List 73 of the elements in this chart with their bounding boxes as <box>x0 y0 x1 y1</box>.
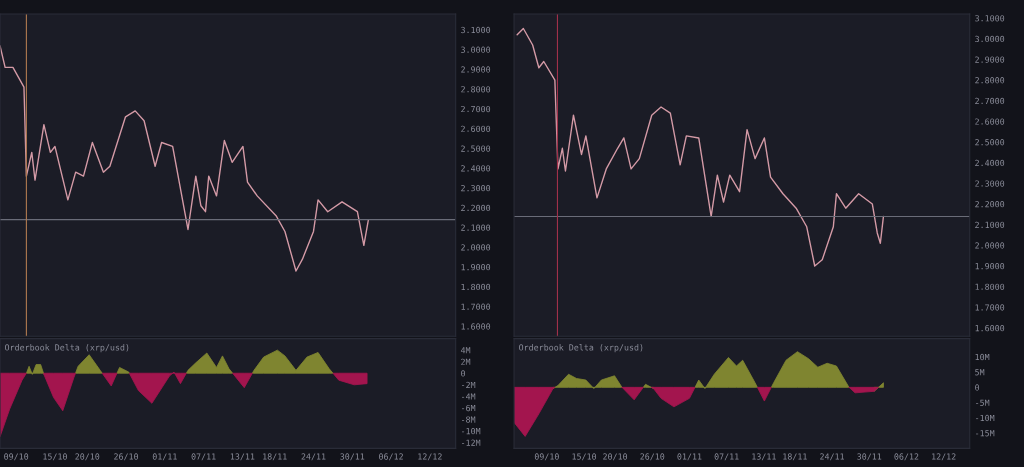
y-tick-label: 2.1000 <box>461 224 491 231</box>
y-tick-label: -10M <box>976 414 995 422</box>
y-tick-label: -5M <box>976 399 990 406</box>
y-tick-label: 2.9000 <box>975 56 1005 63</box>
text: Orderbook Delta (xrp/usd) <box>5 344 129 353</box>
y-tick-label: 0 <box>975 384 980 391</box>
y-tick-label: 2.6000 <box>975 118 1005 125</box>
y-tick-label: 2.4000 <box>975 159 1005 167</box>
x-tick-label: 12/12 <box>418 453 442 461</box>
y-tick-label: 2.0000 <box>461 244 491 251</box>
x-tick-label: 07/11 <box>191 453 216 461</box>
y-tick-label: 0 <box>461 370 466 377</box>
y-tick-label: 2.1000 <box>975 221 1005 229</box>
y-tick-label: 2.3000 <box>461 184 491 192</box>
y-tick-label: -2M <box>461 381 476 388</box>
y-tick-label: 2.3000 <box>975 180 1005 187</box>
x-tick-label: 07/11 <box>714 453 739 461</box>
y-tick-label: 2M <box>461 358 471 365</box>
y-tick-label: -12M <box>461 439 481 446</box>
y-tick-label: 2.5000 <box>461 145 491 152</box>
y-tick-label: 2.0000 <box>975 242 1005 249</box>
y-tick-label: 2.8000 <box>975 77 1005 84</box>
y-tick-label: 10M <box>975 353 990 361</box>
x-tick-label: 01/11 <box>152 453 177 461</box>
y-tick-label: 3.0000 <box>461 46 491 53</box>
y-tick-label: 2.8000 <box>461 86 491 93</box>
y-tick-label: 1.9000 <box>975 263 1005 270</box>
x-tick-label: 12/12 <box>932 453 956 461</box>
x-tick-label: 15/10 <box>572 453 597 461</box>
x-tick-label: 13/11 <box>230 453 255 461</box>
y-tick-label: -6M <box>461 404 476 412</box>
x-tick-label: 13/11 <box>752 453 776 461</box>
y-tick-label: 2.2000 <box>975 201 1005 208</box>
x-tick-label: 18/11 <box>263 453 287 461</box>
x-tick-label: 06/12 <box>379 453 403 461</box>
y-tick-label: -10M <box>461 428 481 435</box>
x-tick-label: 06/12 <box>894 453 919 461</box>
y-tick-label: 2.6000 <box>461 125 491 132</box>
y-tick-label: 1.6000 <box>975 324 1005 332</box>
x-tick-label: 26/10 <box>114 453 139 461</box>
y-tick-label: 1.6000 <box>461 323 491 330</box>
x-tick-label: 01/11 <box>677 453 702 461</box>
x-tick-label: 20/10 <box>75 453 100 461</box>
y-tick-label: 2.5000 <box>975 139 1005 146</box>
x-tick-label: 09/10 <box>534 453 559 461</box>
x-tick-label: 09/10 <box>4 453 29 461</box>
x-tick-label: 26/10 <box>640 453 665 461</box>
y-tick-label: -4M <box>461 393 476 400</box>
y-tick-label: 4M <box>460 347 471 354</box>
x-tick-label: 30/11 <box>857 453 882 461</box>
y-tick-label: 2.4000 <box>461 165 491 172</box>
x-tick-label: 24/11 <box>301 453 326 461</box>
y-tick-label: 5M <box>975 369 985 376</box>
x-tick-label: 24/11 <box>820 453 845 461</box>
y-tick-label: 1.8000 <box>461 283 491 291</box>
x-tick-label: 18/11 <box>783 453 807 461</box>
y-tick-label: 2.2000 <box>461 204 491 212</box>
y-tick-label: 1.7000 <box>975 304 1005 311</box>
y-tick-label: 3.1000 <box>975 15 1005 22</box>
text: Orderbook Delta (xrp/usd) <box>519 344 643 353</box>
x-tick-label: 15/10 <box>43 453 67 461</box>
y-tick-label: 2.7000 <box>461 105 491 113</box>
y-tick-label: 3.1000 <box>461 26 491 34</box>
x-tick-label: 20/10 <box>603 453 628 461</box>
y-tick-label: 1.9000 <box>461 264 491 271</box>
y-tick-label: 1.7000 <box>461 303 491 310</box>
y-tick-label: -8M <box>461 416 476 423</box>
y-tick-label: 2.7000 <box>975 97 1005 105</box>
x-tick-label: 30/11 <box>340 453 365 461</box>
y-tick-label: 2.9000 <box>461 66 491 73</box>
y-tick-label: 1.8000 <box>975 283 1005 290</box>
y-tick-label: 3.0000 <box>975 35 1005 43</box>
y-tick-label: -15M <box>976 430 995 437</box>
